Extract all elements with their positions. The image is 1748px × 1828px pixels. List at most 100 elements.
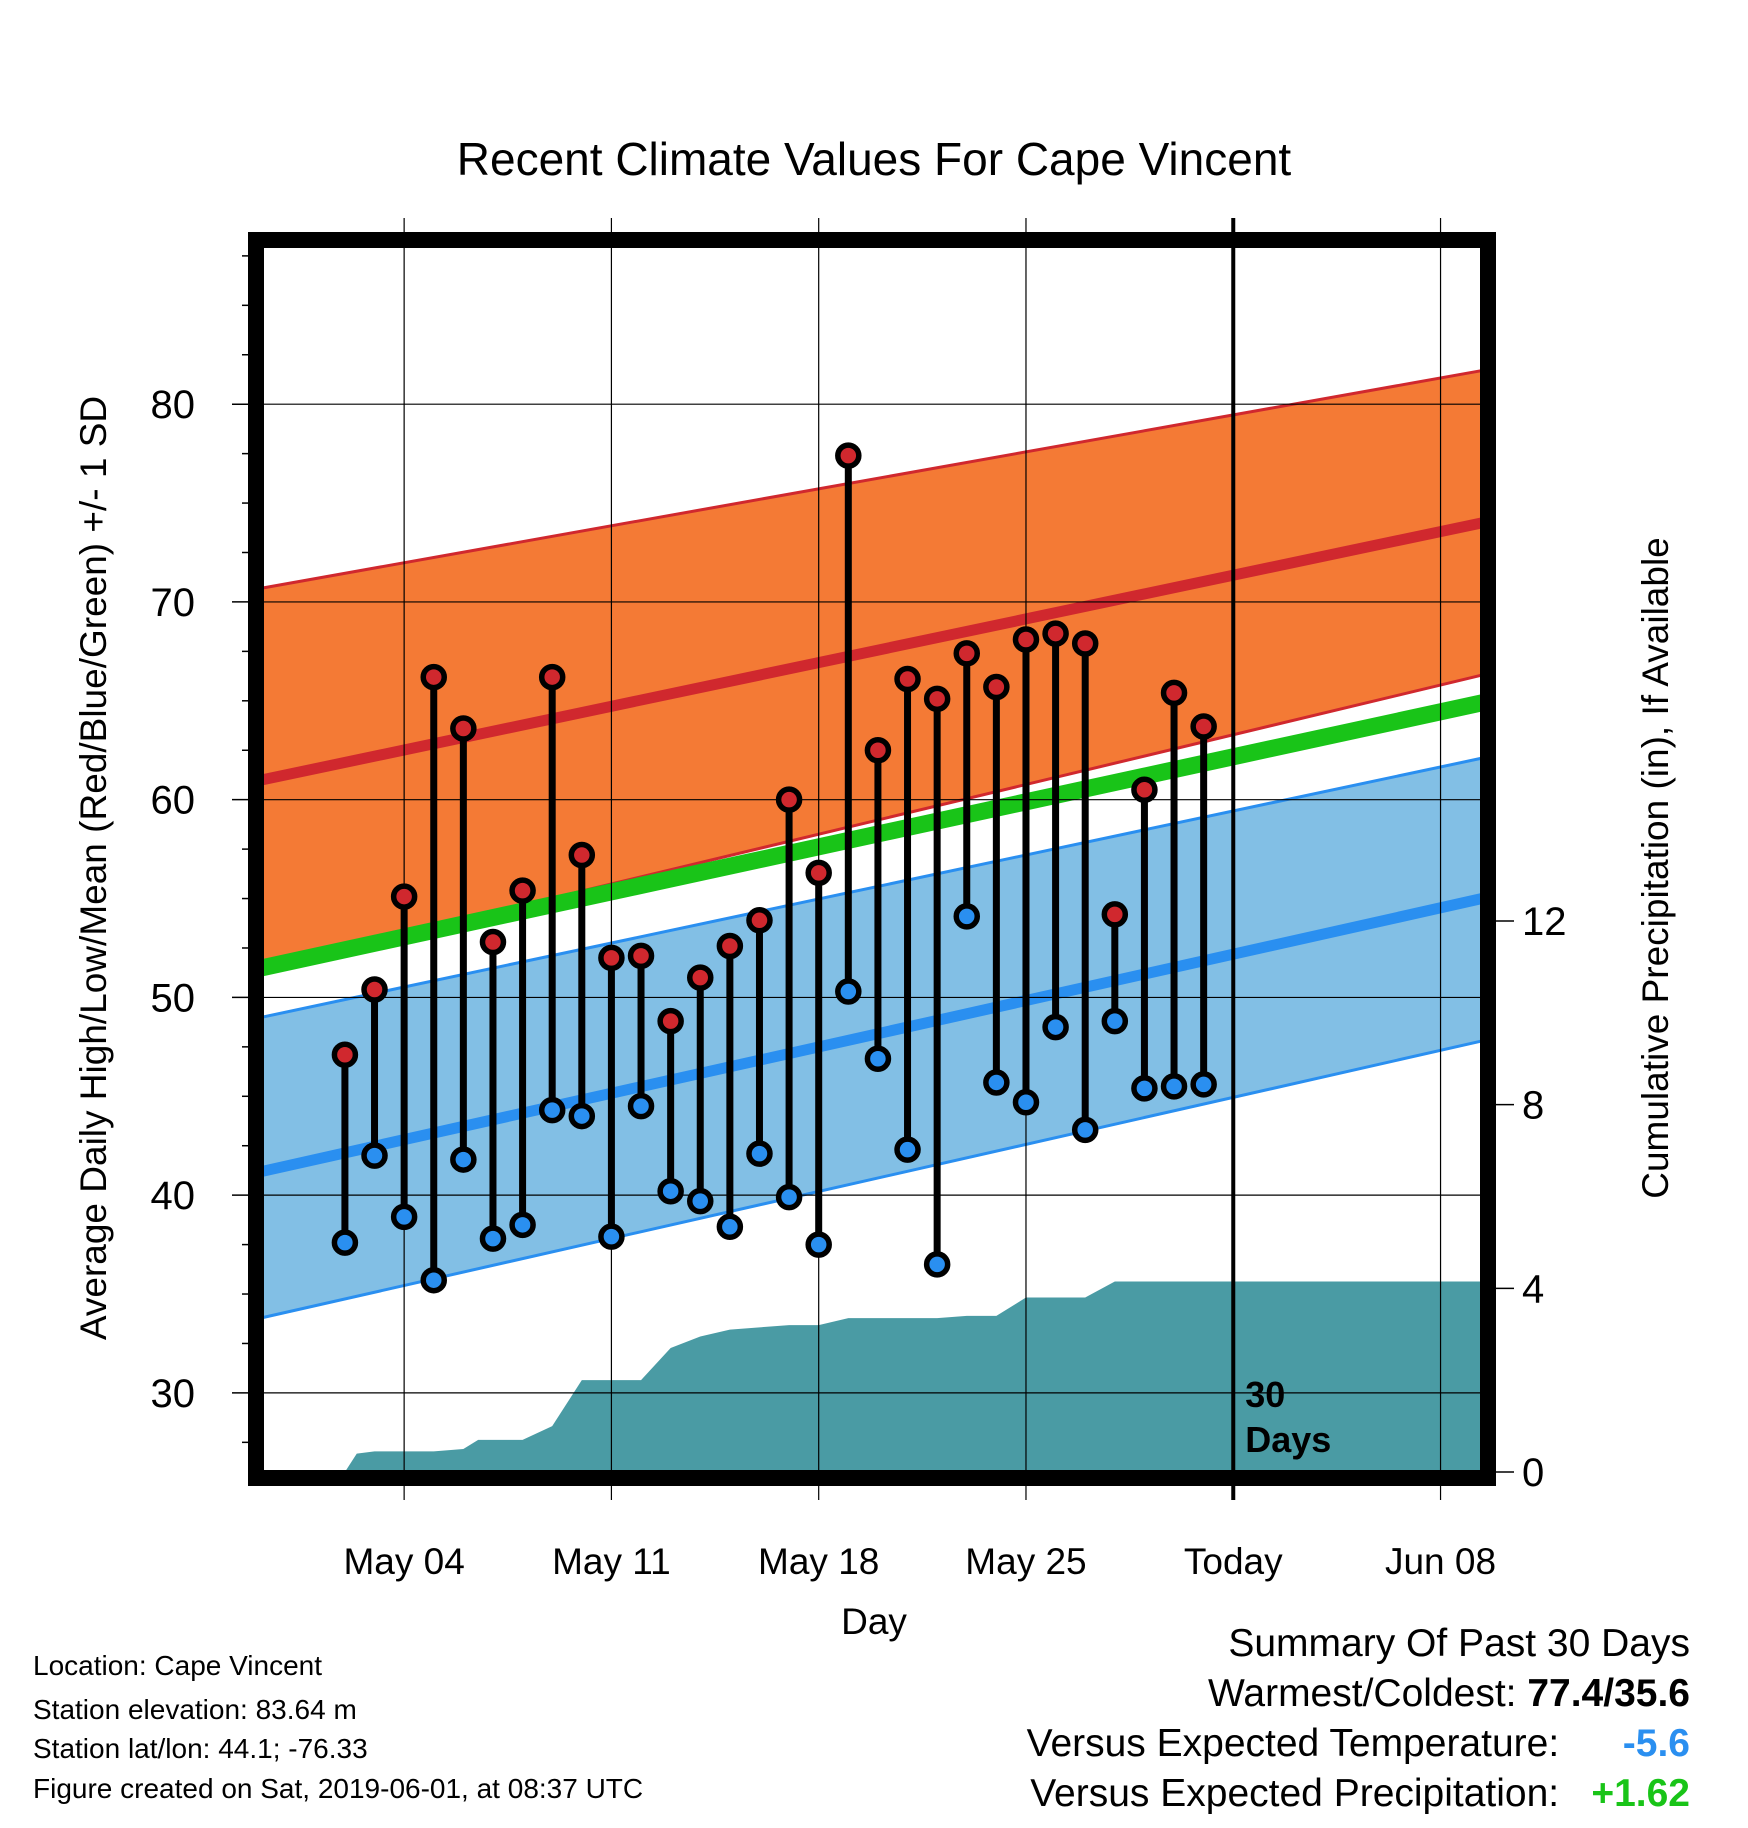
high-dot <box>805 859 832 887</box>
today-annotation: 30 <box>1245 1374 1285 1415</box>
high-dot <box>361 976 388 1003</box>
y-tick-label: 70 <box>151 581 196 625</box>
high-dot <box>420 663 447 691</box>
y-tick-label: 30 <box>151 1372 196 1416</box>
x-tick-label: May 04 <box>343 1541 464 1582</box>
normal-high-upper-line <box>261 369 1483 590</box>
low-dot <box>687 1187 714 1215</box>
high-dot <box>923 685 951 713</box>
high-dot <box>331 1041 359 1069</box>
today-annotation: Days <box>1245 1419 1331 1460</box>
x-tick-label: Jun 08 <box>1385 1541 1496 1582</box>
axes: 30 40 50 60 70 80 0 4 8 12 May 04 May 11 May 18 May 2… <box>151 255 1567 1582</box>
location-text: Location: Cape Vincent <box>33 1650 323 1681</box>
high-dot <box>1190 713 1217 740</box>
high-dot <box>1042 620 1069 647</box>
x-tick-label: May 11 <box>552 1541 671 1582</box>
low-dot <box>509 1211 536 1239</box>
high-dot <box>1101 901 1129 928</box>
high-dot <box>1160 679 1188 707</box>
high-dot <box>775 786 803 813</box>
y2-tick-label: 8 <box>1522 1084 1544 1128</box>
high-dot <box>835 442 862 469</box>
high-dot <box>598 944 625 972</box>
low-dot <box>568 1102 596 1130</box>
x-tick-label: May 18 <box>758 1541 879 1582</box>
low-dot <box>775 1183 803 1211</box>
summary-heading: Summary Of Past 30 Days <box>1228 1622 1690 1665</box>
low-dot <box>1101 1007 1129 1035</box>
y2-axis-label: Cumulative Precipitation (in), If Availa… <box>1635 537 1676 1199</box>
low-dot <box>1190 1071 1217 1098</box>
low-dot <box>864 1045 892 1072</box>
low-dot <box>1012 1088 1040 1116</box>
low-dot <box>598 1223 625 1250</box>
low-dot <box>657 1177 684 1205</box>
high-dot <box>538 663 566 691</box>
summary-warmest-value: 77.4/35.6 <box>1527 1672 1690 1715</box>
low-dot <box>746 1140 773 1167</box>
high-dot <box>716 932 744 960</box>
high-dot <box>894 665 921 693</box>
y2-tick-label: 4 <box>1522 1267 1544 1311</box>
y2-tick-label: 12 <box>1522 900 1567 944</box>
summary-warmest: Warmest/Coldest: 77.4/35.6 <box>1208 1674 1690 1713</box>
high-dot <box>390 883 418 910</box>
high-dot <box>864 736 892 764</box>
y-tick-label: 40 <box>151 1174 196 1218</box>
summary-warmest-label: Warmest/Coldest: <box>1208 1672 1517 1715</box>
low-dot <box>538 1096 566 1124</box>
low-dot <box>479 1225 507 1252</box>
low-dot <box>1160 1073 1188 1100</box>
low-dot <box>953 903 981 930</box>
summary-temp: Versus Expected Temperature: -5.6 <box>1027 1724 1690 1763</box>
low-dot <box>716 1213 744 1241</box>
summary-precip-label: Versus Expected Precipitation: <box>1030 1772 1560 1815</box>
low-dot <box>1042 1013 1069 1041</box>
high-dot <box>627 942 655 970</box>
high-dot <box>509 877 536 904</box>
summary-precip-value: +1.62 <box>1591 1772 1690 1815</box>
summary-temp-label: Versus Expected Temperature: <box>1026 1722 1560 1765</box>
elevation-text: Station elevation: 83.64 m <box>33 1694 357 1725</box>
y2-tick-label: 0 <box>1522 1451 1544 1495</box>
precipitation-area <box>315 1281 1482 1472</box>
low-dot <box>894 1136 921 1163</box>
normal-low-lower-line <box>261 1039 1483 1320</box>
plot-border <box>248 232 1496 1486</box>
low-dot <box>390 1203 418 1231</box>
chart-title: Recent Climate Values For Cape Vincent <box>457 133 1292 185</box>
low-dot <box>1131 1075 1158 1102</box>
low-dot <box>805 1231 832 1258</box>
x-axis-label: Day <box>841 1601 907 1642</box>
y-tick-label: 80 <box>151 383 196 427</box>
summary-precip: Versus Expected Precipitation: +1.62 <box>1030 1774 1690 1813</box>
high-dot <box>479 928 507 956</box>
y-axis-label: Average Daily High/Low/Mean (Red/Blue/Gr… <box>73 396 114 1340</box>
high-dot <box>746 907 773 934</box>
daily-range-stems <box>341 455 1208 1281</box>
high-dot <box>687 964 714 991</box>
created-text: Figure created on Sat, 2019-06-01, at 08… <box>33 1773 644 1804</box>
low-dot <box>331 1229 359 1256</box>
summary-temp-value: -5.6 <box>1622 1722 1690 1765</box>
high-dot <box>450 715 477 742</box>
low-dot <box>983 1069 1010 1096</box>
low-dot <box>1071 1116 1099 1144</box>
high-dot <box>1071 630 1099 657</box>
high-dot <box>953 640 981 667</box>
daily-dots <box>331 442 1217 1294</box>
high-dot <box>1012 626 1040 653</box>
high-dot <box>657 1007 684 1035</box>
low-dot <box>450 1146 477 1173</box>
low-dot <box>923 1251 951 1278</box>
normal-bands <box>260 369 1484 1320</box>
y-tick-label: 60 <box>151 779 196 823</box>
latlon-text: Station lat/lon: 44.1; -76.33 <box>33 1733 368 1764</box>
x-tick-label: Today <box>1184 1541 1283 1582</box>
low-dot <box>420 1266 447 1294</box>
y-tick-label: 50 <box>151 976 196 1020</box>
precip-cumulative-area <box>315 1281 1482 1472</box>
high-dot <box>568 841 596 869</box>
